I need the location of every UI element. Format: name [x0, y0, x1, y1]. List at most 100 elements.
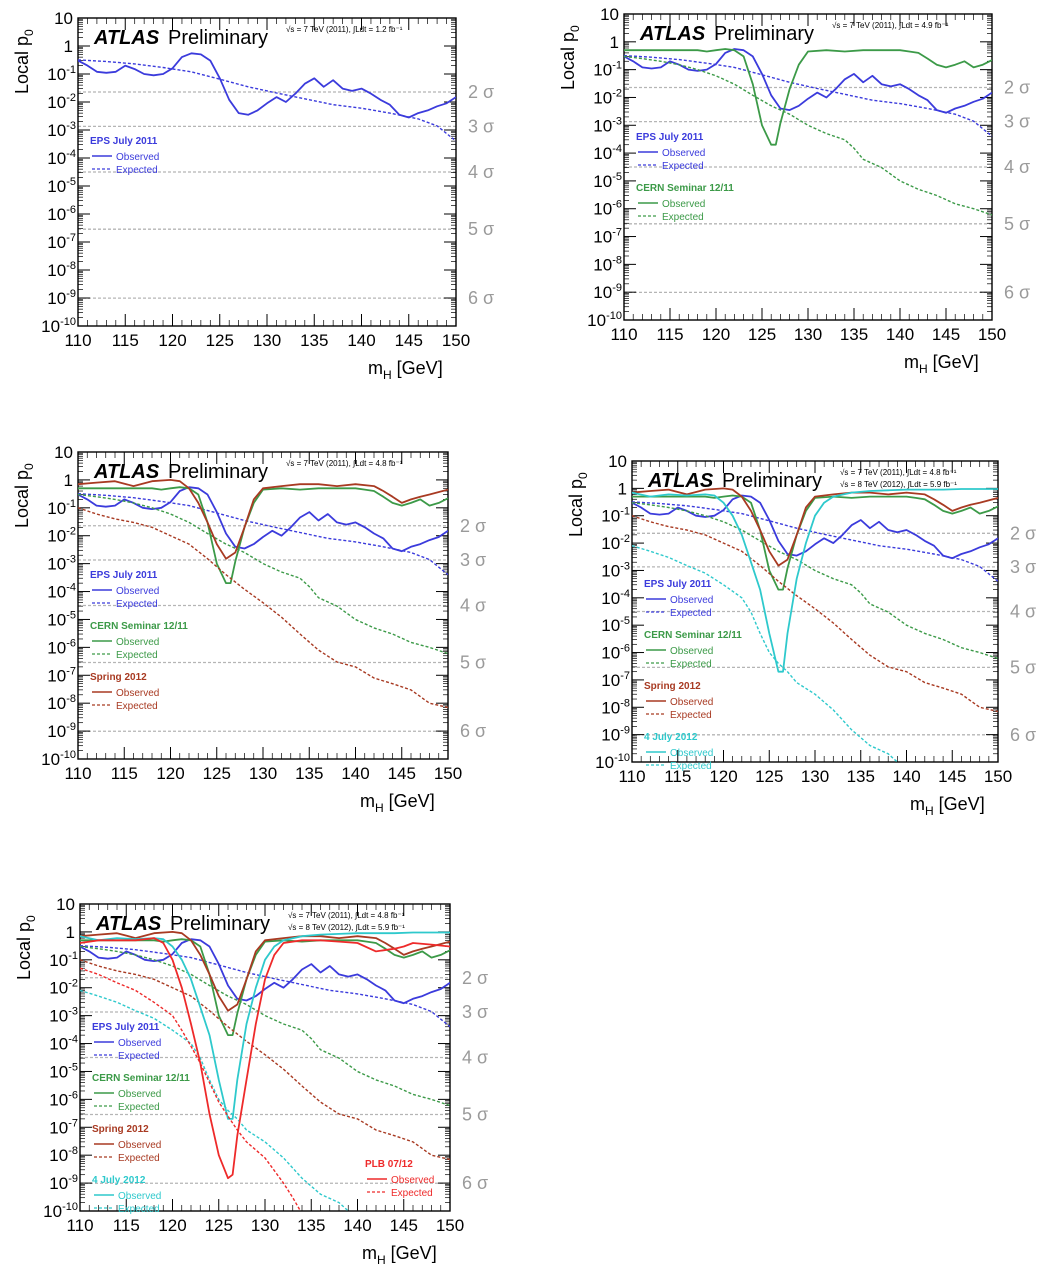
sigma-label-2: 2 σ	[1010, 523, 1036, 543]
y-tick-label: 10-3	[601, 560, 630, 580]
x-tick-label: 110	[66, 1216, 93, 1235]
y-tick-label: 10-3	[593, 115, 622, 135]
legend-cern-expected-label: Expected	[662, 212, 704, 223]
sigma-label-4: 4 σ	[1010, 601, 1036, 621]
spring-observed-line	[78, 478, 448, 560]
curves	[78, 478, 448, 709]
x-tick-label: 115	[111, 764, 138, 783]
y-tick-label: 10-8	[593, 254, 622, 274]
sigma-label-3: 3 σ	[1004, 112, 1030, 132]
curves	[632, 487, 998, 762]
y-tick-label: 10-9	[47, 288, 76, 308]
y-tick-label: 1	[64, 471, 73, 490]
legend-july-title: 4 July 2012	[644, 732, 698, 743]
sigma-label-2: 2 σ	[460, 516, 486, 536]
y-tick-label: 10-6	[47, 204, 76, 224]
x-tick-label: 130	[251, 1216, 279, 1235]
y-tick-label: 10	[54, 9, 73, 28]
y-tick-label: 10-1	[47, 64, 76, 84]
y-tick-label: 10-5	[47, 609, 76, 629]
legend-cern-observed-label: Observed	[670, 646, 713, 657]
legend-eps-title: EPS July 2011	[90, 570, 158, 581]
y-tick-label: 10-3	[47, 120, 76, 140]
eps-observed-line	[80, 938, 450, 1005]
legend-eps-expected-label: Expected	[662, 161, 704, 172]
y-tick-label: 10	[54, 443, 73, 462]
legend-eps-title: EPS July 2011	[90, 136, 158, 147]
legend-cern-expected-label: Expected	[116, 650, 158, 661]
x-tick-label: 125	[206, 331, 234, 350]
x-tick-label: 110	[64, 764, 91, 783]
y-tick-label: 10-2	[601, 533, 630, 553]
lumi-text: √s = 7 TeV (2011), ∫Ldt = 1.2 fb⁻¹	[286, 25, 403, 34]
y-tick-label: 10-4	[47, 148, 76, 168]
y-tick-label: 10-2	[47, 526, 76, 546]
legend-spring-title: Spring 2012	[90, 672, 147, 683]
legend-july-observed-label: Observed	[118, 1191, 161, 1202]
y-tick-label: 10-10	[41, 316, 76, 336]
spring-expected-line	[78, 507, 448, 709]
x-tick-label: 145	[390, 1216, 418, 1235]
sigma-label-2: 2 σ	[1004, 78, 1030, 98]
x-tick-label: 135	[300, 331, 328, 350]
y-tick-label: 10-5	[47, 176, 76, 196]
x-tick-label: 130	[253, 331, 281, 350]
x-tick-label: 140	[892, 767, 920, 786]
eps-observed-line	[78, 486, 448, 553]
x-tick-label: 145	[388, 764, 416, 783]
cern-expected-line	[624, 55, 992, 216]
x-tick-label: 120	[158, 331, 186, 350]
status-label: Preliminary	[722, 470, 822, 492]
sigma-label-6: 6 σ	[462, 1173, 488, 1193]
sigma-label-2: 2 σ	[468, 82, 494, 102]
x-tick-label: 120	[158, 1216, 186, 1235]
lumi-text: √s = 7 TeV (2011), ∫Ldt = 4.9 fb⁻¹	[832, 21, 949, 30]
status-label: Preliminary	[170, 913, 270, 935]
eps-expected-line	[78, 59, 456, 142]
x-tick-label: 135	[297, 1216, 325, 1235]
experiment-label: ATLAS	[93, 27, 160, 49]
x-tick-label: 130	[801, 767, 829, 786]
legend-eps-expected-label: Expected	[116, 599, 158, 610]
plb-observed-line	[80, 937, 450, 1180]
y-tick-label: 10-8	[47, 693, 76, 713]
sigma-label-6: 6 σ	[468, 288, 494, 308]
sigma-label-3: 3 σ	[460, 550, 486, 570]
legend-spring-title: Spring 2012	[644, 681, 701, 692]
legend-cern-title: CERN Seminar 12/11	[636, 183, 734, 194]
curves	[80, 931, 450, 1211]
x-tick-label: 135	[840, 325, 868, 344]
x-tick-label: 135	[847, 767, 875, 786]
legend-cern-observed-label: Observed	[118, 1089, 161, 1100]
y-tick-label: 10-9	[47, 721, 76, 741]
x-tick-label: 135	[295, 764, 323, 783]
sigma-label-5: 5 σ	[460, 652, 486, 672]
sigma-label-6: 6 σ	[460, 721, 486, 741]
x-tick-label: 120	[709, 767, 737, 786]
y-tick-label: 10-2	[49, 978, 78, 998]
y-tick-label: 1	[610, 33, 619, 52]
y-tick-label: 10-2	[47, 92, 76, 112]
july-expected-line	[632, 545, 899, 762]
y-tick-label: 10	[56, 895, 75, 914]
cern-observed-line	[80, 938, 450, 1036]
cern-expected-line	[632, 502, 998, 660]
eps-expected-line	[80, 945, 450, 1028]
panel-1: 2 σ 3 σ 4 σ 5 σ 6 σ 10 1 10-1 10-2 10-3 10-4 10-5 10…	[12, 9, 494, 382]
x-axis-label: mH [GeV]	[910, 794, 985, 818]
cern-observed-line	[624, 48, 992, 146]
legend-eps-observed-label: Observed	[662, 148, 705, 159]
panel-3: 2 σ 3 σ 4 σ 5 σ 6 σ 10 1 10-1 10-2 10-3 10-4 10-5 10…	[12, 443, 486, 815]
status-label: Preliminary	[168, 27, 268, 49]
legend-spring-observed-label: Observed	[670, 697, 713, 708]
y-axis-label: Local p0	[12, 463, 36, 528]
y-tick-label: 10-9	[49, 1173, 78, 1193]
x-axis-label: mH [GeV]	[360, 791, 435, 815]
legend-cern-title: CERN Seminar 12/11	[90, 621, 188, 632]
y-tick-label: 10-1	[593, 60, 622, 80]
y-tick-label: 10-3	[47, 554, 76, 574]
legend-cern-title: CERN Seminar 12/11	[644, 630, 742, 641]
y-tick-label: 10	[600, 5, 619, 24]
x-tick-label: 125	[755, 767, 783, 786]
